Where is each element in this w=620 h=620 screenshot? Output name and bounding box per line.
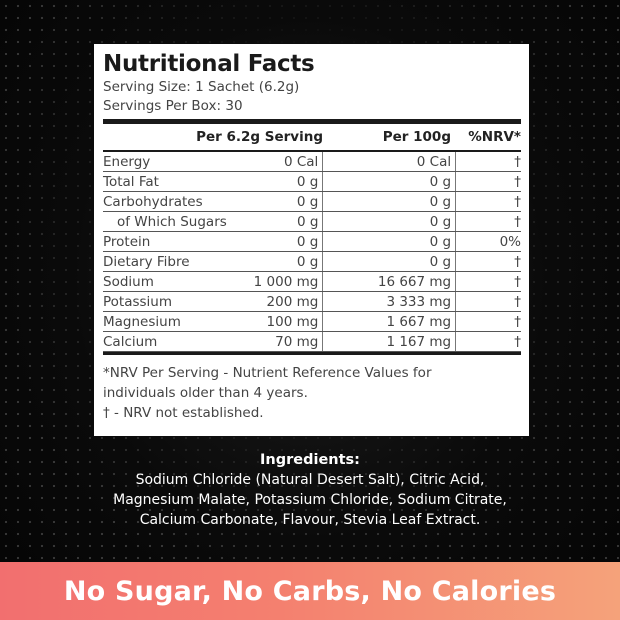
table-row: Total Fat 0 g 0 g † [103,172,521,192]
nutrient-name: of Which Sugars [117,213,227,230]
per-serving-value: 1 000 mg [253,273,319,290]
nutrient-name: Carbohydrates [103,193,203,210]
per-serving-value: 100 mg [266,313,319,330]
per-serving-value: 0 g [296,193,319,210]
claims-banner: No Sugar, No Carbs, No Calories [0,562,620,620]
ingredients-line: Calcium Carbonate, Flavour, Stevia Leaf … [139,512,481,528]
header-nrv: %NRV* [468,129,521,145]
ingredients-line: Sodium Chloride (Natural Desert Salt), C… [135,472,485,488]
per-serving-value: 200 mg [266,293,319,310]
per-serving-value: 0 g [296,173,319,190]
per-100g-value: 0 g [429,173,452,190]
nutrient-name: Dietary Fibre [103,253,190,270]
claims-text: No Sugar, No Carbs, No Calories [63,575,557,607]
nrv-value: † [514,273,522,290]
per-100g-value: 0 g [429,253,452,270]
table-row: of Which Sugars 0 g 0 g † [103,212,521,232]
per-100g-value: 0 g [429,213,452,230]
per-serving-value: 0 g [296,213,319,230]
per-100g-value: 16 667 mg [377,273,452,290]
table-row: Sodium 1 000 mg 16 667 mg † [103,272,521,292]
table-row: Carbohydrates 0 g 0 g † [103,192,521,212]
per-100g-value: 0 g [429,193,452,210]
nutrient-name: Calcium [103,333,158,350]
nrv-value: † [514,193,522,210]
per-serving-value: 0 g [296,233,319,250]
nrv-footnote-line1: *NRV Per Serving - Nutrient Reference Va… [103,365,432,381]
header-per-serving: Per 6.2g Serving [196,129,323,145]
ingredients-line: Magnesium Malate, Potassium Chloride, So… [113,492,507,508]
table-header: Per 6.2g Serving Per 100g %NRV* [103,124,521,150]
per-100g-value: 0 g [429,233,452,250]
ingredients-heading: Ingredients: [260,452,360,468]
nrv-value: † [514,253,522,270]
nutrient-name: Total Fat [103,173,159,190]
ingredients-block: Ingredients: Sodium Chloride (Natural De… [60,450,560,530]
table-row: Protein 0 g 0 g 0% [103,232,521,252]
serving-size: Serving Size: 1 Sachet (6.2g) [103,79,300,95]
nrv-value: † [514,313,522,330]
nutrient-name: Protein [103,233,151,250]
nrv-value: † [514,173,522,190]
thick-divider [103,119,521,124]
nutrient-name: Sodium [103,273,154,290]
table-row: Calcium 70 mg 1 167 mg † [103,332,521,352]
servings-per-box: Servings Per Box: 30 [103,98,243,114]
nrv-value: † [514,213,521,230]
table-row: Energy 0 Cal 0 Cal † [103,152,521,172]
dagger-footnote: † - NRV not established. [103,405,264,421]
nrv-footnote-line2: individuals older than 4 years. [103,385,308,401]
nutrient-name: Potassium [103,293,173,310]
nutrition-facts-panel: Nutritional Facts Serving Size: 1 Sachet… [94,44,529,436]
per-100g-value: 1 167 mg [386,333,452,350]
footnotes: *NRV Per Serving - Nutrient Reference Va… [103,363,521,423]
nutrient-name: Magnesium [103,313,181,330]
per-serving-value: 70 mg [275,333,319,350]
bottom-divider [103,352,521,355]
per-100g-value: 1 667 mg [386,313,452,330]
table-row: Magnesium 100 mg 1 667 mg † [103,312,521,332]
table-row: Dietary Fibre 0 g 0 g † [103,252,521,272]
nutrition-title: Nutritional Facts [103,51,315,77]
nrv-value: 0% [499,233,522,250]
nutrient-table: Energy 0 Cal 0 Cal † Total Fat 0 g 0 g †… [103,150,521,352]
nutrient-name: Energy [103,153,151,170]
per-100g-value: 0 Cal [416,153,452,170]
nrv-value: † [514,333,522,350]
table-row: Potassium 200 mg 3 333 mg † [103,292,521,312]
per-serving-value: 0 Cal [283,153,319,170]
per-100g-value: 3 333 mg [386,293,452,310]
per-serving-value: 0 g [296,253,319,270]
nrv-value: † [514,153,522,170]
nrv-value: † [514,293,522,310]
header-per-100g: Per 100g [382,129,451,145]
